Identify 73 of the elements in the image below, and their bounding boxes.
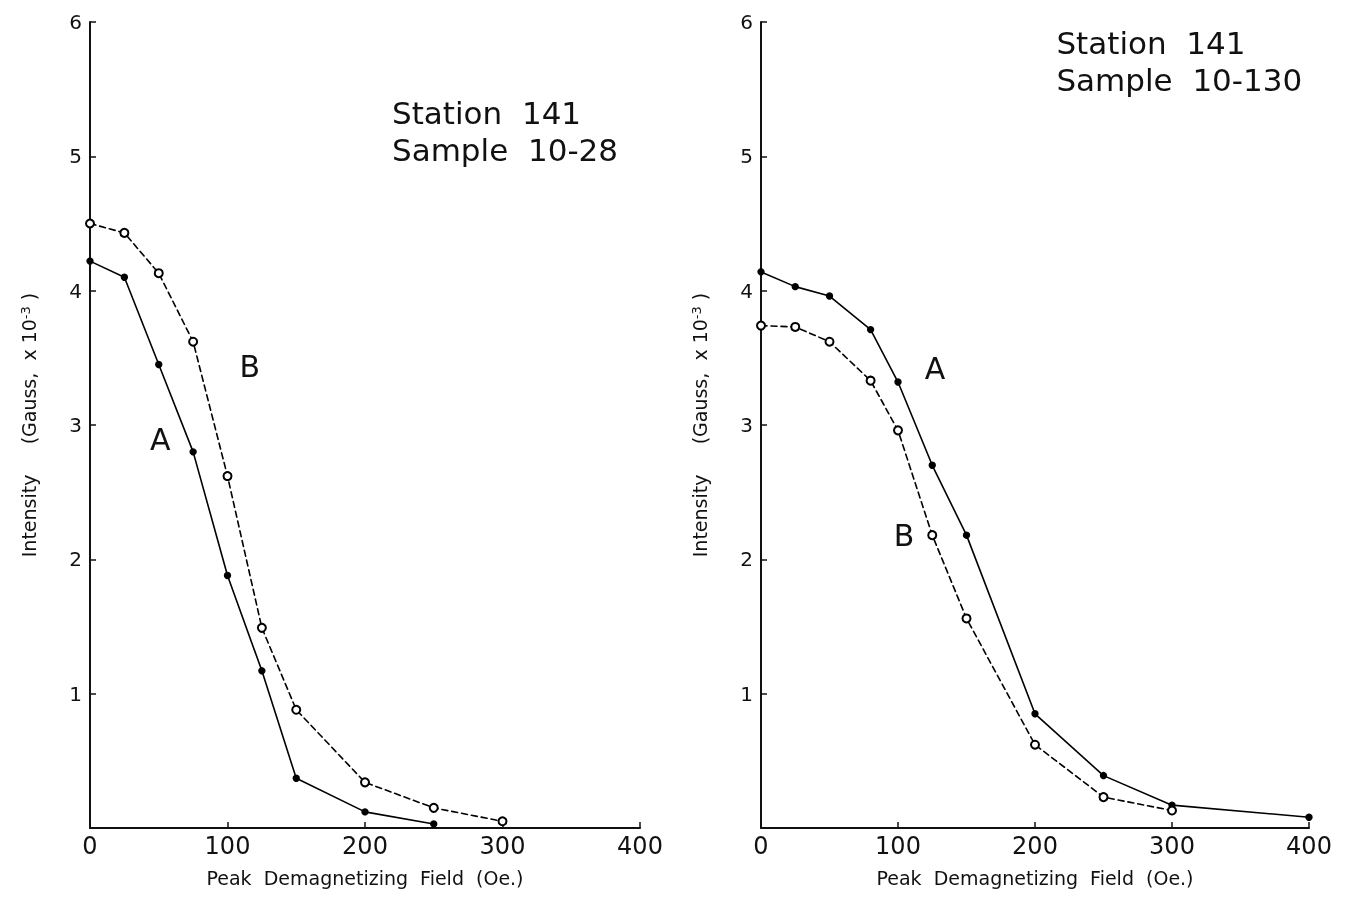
y-tick-label: 4 xyxy=(740,278,753,303)
point xyxy=(1167,805,1177,816)
point xyxy=(865,375,876,386)
point xyxy=(894,378,902,386)
point xyxy=(85,218,95,229)
y-axis-title: Intensity (Gauss, x 10-3 ) xyxy=(688,292,711,558)
x-axis-title: Peak Demagnetizing Field (Oe.) xyxy=(206,866,524,889)
point xyxy=(825,292,834,300)
point xyxy=(790,321,801,332)
y-tick-label: 3 xyxy=(740,413,753,437)
x-tick-label: 0 xyxy=(82,832,98,860)
x-tick-label: 0 xyxy=(753,832,769,860)
point xyxy=(430,820,438,828)
point xyxy=(223,571,232,580)
series-label: A xyxy=(924,350,946,386)
point xyxy=(428,802,439,813)
series-label: A xyxy=(149,422,171,458)
y-tick-label: 1 xyxy=(69,681,82,706)
y-tick-label: 3 xyxy=(69,413,82,437)
y-tick-label: 5 xyxy=(69,144,82,169)
point xyxy=(1031,710,1039,718)
x-tick-label: 400 xyxy=(617,832,663,860)
point xyxy=(497,816,508,827)
x-tick-label: 200 xyxy=(342,832,388,860)
point xyxy=(258,667,266,675)
point xyxy=(188,336,199,347)
point xyxy=(756,320,766,331)
point xyxy=(1305,813,1313,821)
y-tick-label: 4 xyxy=(69,278,82,303)
point xyxy=(1098,792,1109,803)
point xyxy=(120,273,129,281)
chart-title: Station 141 xyxy=(1056,24,1246,61)
y-tick-label: 6 xyxy=(740,10,753,34)
x-axis-title: Peak Demagnetizing Field (Oe.) xyxy=(876,866,1194,889)
y-tick-label: 2 xyxy=(740,547,753,572)
x-tick-label: 100 xyxy=(875,832,921,860)
point xyxy=(86,257,94,265)
x-tick-label: 300 xyxy=(1149,832,1195,860)
y-tick-label: 5 xyxy=(740,144,753,169)
y-axis-title: Intensity (Gauss, x 10-3 ) xyxy=(17,292,40,558)
point xyxy=(928,461,936,469)
point xyxy=(292,774,300,782)
point xyxy=(962,531,971,539)
point xyxy=(155,360,163,369)
point xyxy=(893,425,903,436)
point xyxy=(1030,739,1040,750)
x-tick-label: 300 xyxy=(479,832,526,860)
series-label: B xyxy=(239,348,261,384)
point xyxy=(360,777,370,788)
point xyxy=(757,268,765,276)
point xyxy=(791,282,799,291)
x-tick-label: 200 xyxy=(1012,832,1058,860)
y-tick-label: 6 xyxy=(69,10,82,34)
text: Sample 10-28 xyxy=(392,131,619,168)
point xyxy=(256,622,267,633)
point xyxy=(866,325,875,334)
point xyxy=(291,704,302,715)
x-tick-label: 100 xyxy=(204,832,251,860)
text: Station 141 xyxy=(392,94,582,131)
series-label: B xyxy=(893,517,915,553)
point xyxy=(961,613,972,624)
point xyxy=(1099,771,1108,780)
y-tick-label: 2 xyxy=(69,547,82,572)
point xyxy=(927,530,938,541)
x-tick-label: 400 xyxy=(1286,832,1332,860)
point xyxy=(119,227,130,238)
point xyxy=(222,471,233,482)
point xyxy=(189,448,197,456)
point xyxy=(153,268,164,279)
text: Sample 10-130 xyxy=(1056,61,1303,98)
point xyxy=(361,808,369,816)
y-tick-label: 1 xyxy=(740,681,753,706)
point xyxy=(824,336,835,347)
